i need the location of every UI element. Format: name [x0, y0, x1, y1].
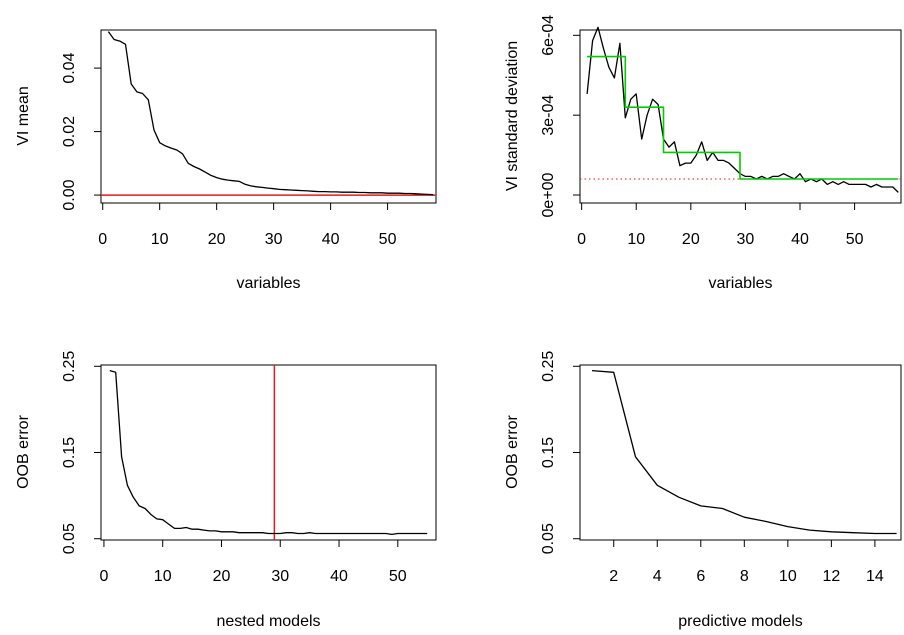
x-axis-label: predictive models: [678, 613, 803, 630]
y-axis-label: VI standard deviation: [504, 41, 521, 191]
y-tick-label: 0.04: [61, 52, 78, 83]
y-tick-label: 0.15: [540, 437, 557, 468]
x-tick-label: 8: [740, 568, 749, 585]
x-tick-label: 10: [151, 231, 169, 248]
cart-threshold-step-line: [587, 55, 899, 180]
chart-panel-3: 0 10 20 30 40 50 0.05 0.15 0.25 nested models OOB …: [15, 351, 437, 630]
x-tick-label: 30: [737, 231, 755, 248]
y-axis-label: VI mean: [15, 86, 32, 146]
data-series-line: [109, 369, 428, 536]
y-tick-label: 3e-04: [540, 95, 557, 136]
y-tick-label: 0.25: [61, 351, 78, 382]
y-axis-label: OOB error: [15, 414, 32, 488]
y-tick-label: 0.00: [61, 179, 78, 210]
x-tick-label: 10: [627, 231, 645, 248]
x-tick-label: 10: [779, 568, 797, 585]
data-series-line: [591, 369, 897, 535]
plot-frame: [579, 29, 902, 204]
x-tick-label: 0: [99, 568, 108, 585]
chart-panel-4: 2 4 6 8 10 12 14 0.05 0.15 0.25 predictive models O…: [504, 351, 902, 630]
x-axis-label: nested models: [216, 613, 320, 630]
data-series-line: [107, 31, 434, 196]
x-tick-label: 40: [322, 231, 340, 248]
plot-frame: [100, 29, 437, 204]
x-tick-label: 30: [265, 231, 283, 248]
y-tick-label: 0.25: [540, 351, 557, 382]
x-tick-label: 6: [696, 568, 705, 585]
y-tick-label: 0.05: [540, 523, 557, 554]
x-tick-label: 40: [330, 568, 348, 585]
x-tick-label: 0: [98, 231, 107, 248]
x-tick-label: 2: [609, 568, 618, 585]
x-tick-label: 14: [866, 568, 884, 585]
y-tick-label: 6e-04: [540, 15, 557, 56]
chart-panel-2: 0 10 20 30 40 50 0e+00 3e-04 6e-04 variables VI st…: [504, 15, 902, 292]
x-tick-label: 20: [682, 231, 700, 248]
x-tick-label: 0: [577, 231, 586, 248]
y-tick-label: 0e+00: [540, 172, 557, 217]
x-axis-label: variables: [236, 275, 300, 292]
x-tick-label: 50: [379, 231, 397, 248]
x-tick-label: 50: [389, 568, 407, 585]
chart-panel-1: 0 10 20 30 40 50 0.00 0.02 0.04 variables VI mean: [15, 29, 437, 292]
x-tick-label: 20: [213, 568, 231, 585]
y-tick-label: 0.02: [61, 116, 78, 147]
x-tick-label: 30: [271, 568, 289, 585]
plot-frame: [100, 364, 437, 541]
plot-frame: [579, 364, 902, 541]
x-tick-label: 40: [791, 231, 809, 248]
x-axis-label: variables: [708, 275, 772, 292]
x-tick-label: 20: [208, 231, 226, 248]
data-series-line: [586, 26, 899, 193]
x-tick-label: 4: [653, 568, 662, 585]
x-tick-label: 50: [846, 231, 864, 248]
y-axis-label: OOB error: [504, 414, 521, 488]
y-tick-label: 0.15: [61, 437, 78, 468]
y-tick-label: 0.05: [61, 523, 78, 554]
x-tick-label: 12: [822, 568, 840, 585]
x-tick-label: 10: [154, 568, 172, 585]
